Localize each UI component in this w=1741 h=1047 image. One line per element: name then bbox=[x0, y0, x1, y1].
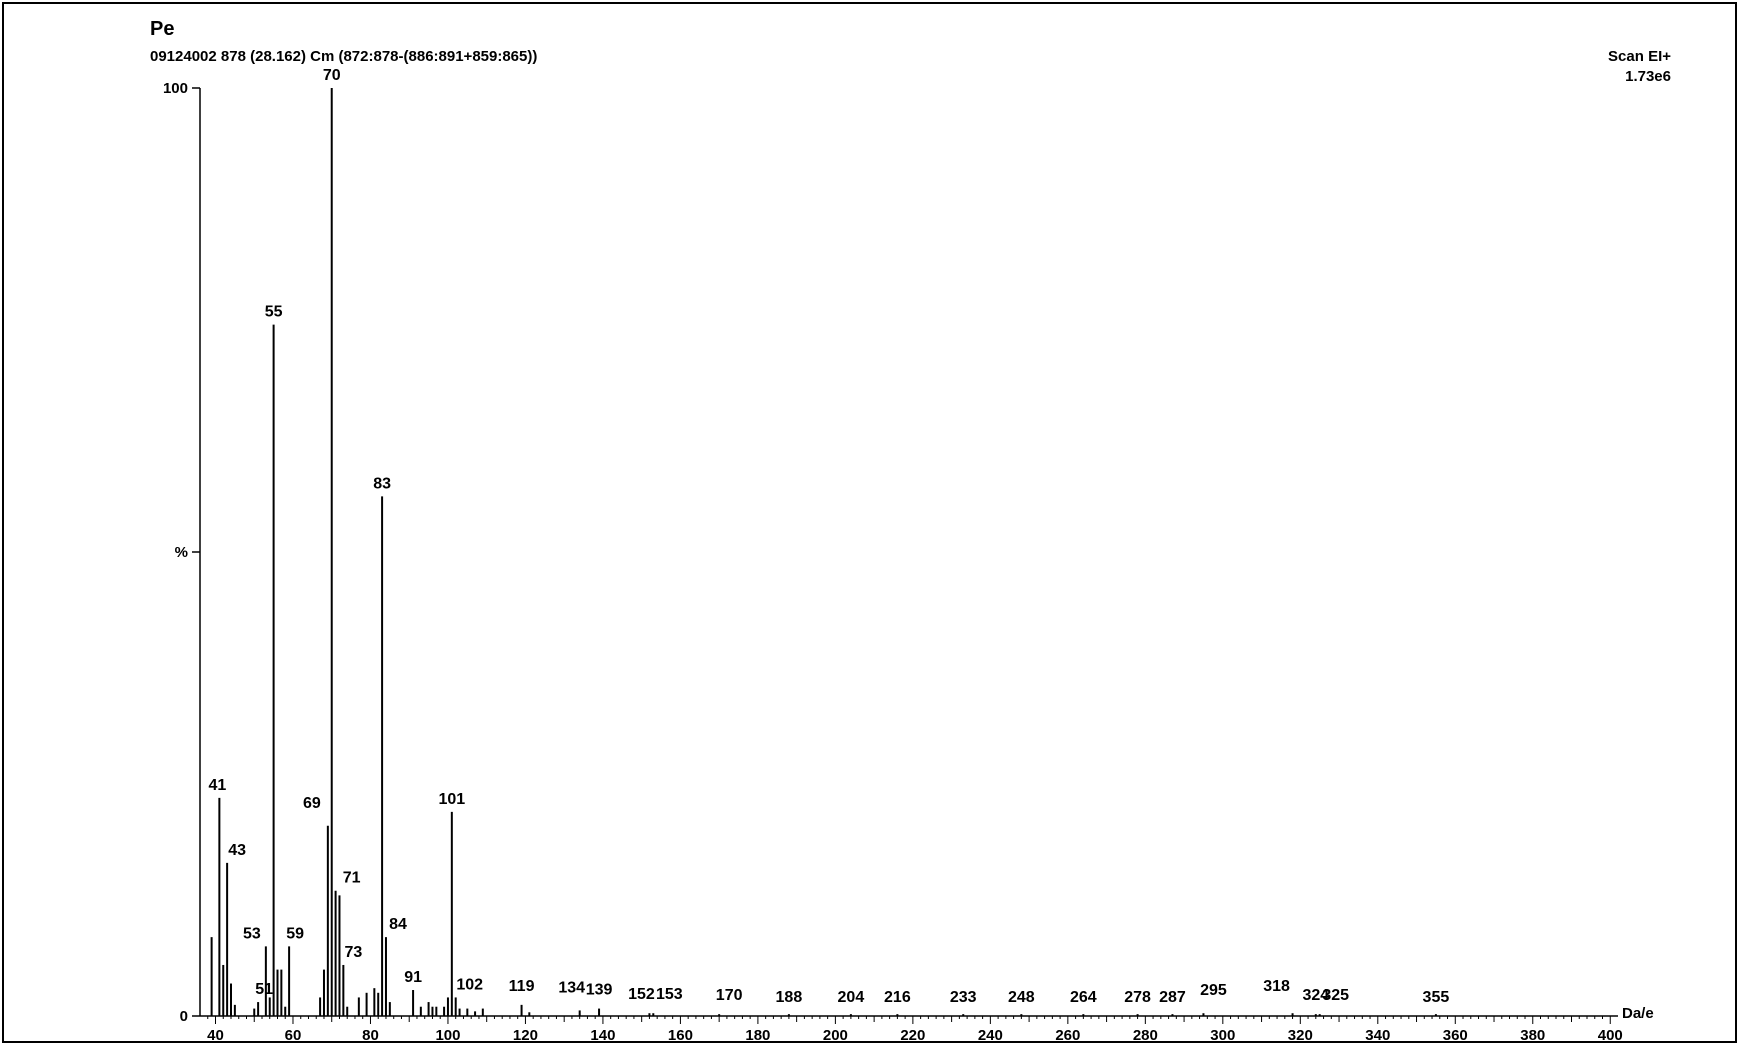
scan-type-label: Scan EI+ bbox=[1608, 48, 1671, 65]
x-tick-label: 80 bbox=[362, 1027, 379, 1044]
peak-label-102: 102 bbox=[456, 976, 483, 993]
x-tick-label: 180 bbox=[745, 1027, 770, 1044]
peak-label-69: 69 bbox=[303, 795, 321, 812]
peak-label-53: 53 bbox=[243, 925, 261, 942]
peak-label-233: 233 bbox=[950, 989, 977, 1006]
peaks bbox=[210, 88, 1437, 1016]
peak-labels: 41 43 51 53 55 59 69 70 71 73 83 84 91 101 102 119 134 13… bbox=[208, 67, 1449, 1006]
scan-description: 09124002 878 (28.162) Cm (872:878-(886:8… bbox=[150, 48, 538, 65]
peak-label-43: 43 bbox=[228, 842, 246, 859]
x-tick-label: 360 bbox=[1443, 1027, 1468, 1044]
x-tick-label: 300 bbox=[1210, 1027, 1235, 1044]
peak-label-204: 204 bbox=[838, 989, 865, 1006]
peak-label-84: 84 bbox=[389, 916, 407, 933]
peak-label-51: 51 bbox=[255, 981, 273, 998]
x-tick-label: 60 bbox=[285, 1027, 302, 1044]
peak-label-55: 55 bbox=[265, 304, 283, 321]
peak-label-71: 71 bbox=[343, 870, 361, 887]
x-tick-label: 100 bbox=[435, 1027, 460, 1044]
peak-label-59: 59 bbox=[286, 925, 304, 942]
x-tick-label: 140 bbox=[590, 1027, 615, 1044]
x-tick-label: 160 bbox=[668, 1027, 693, 1044]
peak-label-324: 324 bbox=[1302, 987, 1329, 1004]
peak-label-73: 73 bbox=[344, 944, 362, 961]
x-tick-label: 280 bbox=[1133, 1027, 1158, 1044]
x-tick-label: 400 bbox=[1598, 1027, 1623, 1044]
x-axis-label: Da/e bbox=[1622, 1005, 1654, 1022]
peak-label-295: 295 bbox=[1200, 982, 1227, 999]
peak-label-119: 119 bbox=[509, 978, 535, 995]
peak-label-318: 318 bbox=[1263, 978, 1290, 995]
x-tick-label: 240 bbox=[978, 1027, 1003, 1044]
peak-label-287: 287 bbox=[1159, 989, 1186, 1006]
peak-label-152: 152 bbox=[628, 986, 655, 1003]
y-tick-label: 100 bbox=[163, 80, 188, 97]
x-tick-label: 40 bbox=[207, 1027, 224, 1044]
x-tick-label: 340 bbox=[1365, 1027, 1390, 1044]
peak-label-216: 216 bbox=[884, 989, 911, 1006]
peak-label-170: 170 bbox=[716, 987, 743, 1004]
peak-label-355: 355 bbox=[1423, 989, 1450, 1006]
x-tick-label: 200 bbox=[823, 1027, 848, 1044]
peak-label-264: 264 bbox=[1070, 989, 1097, 1006]
peak-label-83: 83 bbox=[373, 475, 391, 492]
x-tick-label: 260 bbox=[1055, 1027, 1080, 1044]
x-tick-label: 120 bbox=[513, 1027, 538, 1044]
peak-label-41: 41 bbox=[208, 777, 226, 794]
peak-label-153: 153 bbox=[656, 986, 683, 1003]
x-tick-label: 220 bbox=[900, 1027, 925, 1044]
peak-label-139: 139 bbox=[586, 982, 613, 999]
peak-label-91: 91 bbox=[404, 969, 422, 986]
x-tick-label: 320 bbox=[1288, 1027, 1313, 1044]
y-tick-label: % bbox=[175, 544, 188, 561]
peak-label-70: 70 bbox=[323, 67, 341, 84]
x-tick-label: 380 bbox=[1520, 1027, 1545, 1044]
peak-label-278: 278 bbox=[1124, 989, 1151, 1006]
y-tick-label: 0 bbox=[180, 1008, 188, 1025]
intensity-scale-label: 1.73e6 bbox=[1625, 68, 1671, 85]
peak-label-248: 248 bbox=[1008, 989, 1035, 1006]
peak-label-101: 101 bbox=[438, 791, 465, 808]
peak-label-188: 188 bbox=[776, 989, 803, 1006]
peak-label-134: 134 bbox=[558, 979, 585, 996]
page-title: Pe bbox=[150, 18, 175, 40]
axes: 100% 0 40 60 80 100 120 140 160 180 200 220 240 260 28… bbox=[163, 80, 1654, 1044]
peak-label-325: 325 bbox=[1322, 987, 1349, 1004]
